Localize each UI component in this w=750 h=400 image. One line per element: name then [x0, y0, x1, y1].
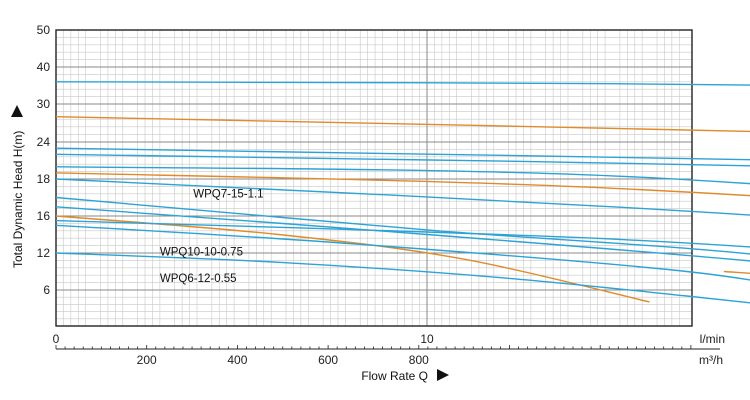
- grid: [56, 30, 692, 326]
- x2-unit-label: m³/h: [699, 353, 723, 367]
- curve-wpq6-16-0-75: [55, 224, 750, 281]
- x-tick-labels: 0102030405060708090100110120: [53, 332, 434, 346]
- curve-unlabeled-13: [55, 219, 750, 248]
- curve-wpq40-15-10: [55, 147, 750, 161]
- curve-label: WPQ6-12-0.55: [160, 273, 237, 285]
- x-unit-label: l/min: [700, 332, 725, 346]
- curve-wpq30-30-5-5: [55, 81, 750, 86]
- x-axis-title: Flow Rate Q: [361, 369, 449, 383]
- y-tick-label: 30: [37, 97, 51, 111]
- y-tick-label: 40: [37, 60, 51, 74]
- x2-tick-label: 800: [409, 353, 429, 367]
- y-axis-title-text: Total Dynamic Head H(m): [11, 131, 25, 268]
- pump-curves: [55, 81, 750, 304]
- y-tick-labels: 6 12 16 18 24 30 40 50: [37, 23, 51, 297]
- x-tick-label: 10: [420, 332, 434, 346]
- y-tick-label: 24: [37, 135, 51, 149]
- plot-border: [55, 29, 693, 327]
- curve-wpq18-15-1-5: [55, 178, 750, 216]
- y-tick-label: 16: [37, 209, 51, 223]
- curve-wpq15-9-1-1: [55, 206, 750, 262]
- curve-wpq37-13-3: [55, 166, 750, 185]
- curve-wpq27-15-2-2: [55, 172, 750, 197]
- curve-wpq7-15-1-1: [55, 196, 750, 255]
- y-tick-label: 50: [37, 23, 51, 37]
- x-axis-arrow-icon: [437, 369, 449, 381]
- y-tick-label: 6: [43, 283, 50, 297]
- curve-labels: WPQ30-30-5.5WPQ40-15-10WPQ7-15-1.1WPQ65-…: [160, 189, 264, 285]
- x2-tick-label: 400: [227, 353, 247, 367]
- x-axis-title-text: Flow Rate Q: [361, 369, 428, 383]
- y-axis-title: Total Dynamic Head H(m): [11, 105, 25, 268]
- curve-label: WPQ10-10-0.75: [160, 246, 243, 258]
- y-tick-label: 18: [37, 172, 51, 186]
- x2-tick-label: 200: [137, 353, 157, 367]
- curve-wpq100-10-7-5: [55, 153, 750, 167]
- curve-wpq6-12-0-55: [55, 252, 750, 304]
- plot-frame: [55, 29, 693, 327]
- y-tick-label: 12: [37, 246, 51, 260]
- curve-label: WPQ7-15-1.1: [193, 189, 263, 201]
- x-tick-label: 0: [53, 332, 60, 346]
- x2-tick-label: 600: [318, 353, 338, 367]
- secondary-x-axis: 200 400 600 800: [55, 345, 720, 367]
- y-axis-arrow-icon: [11, 105, 23, 117]
